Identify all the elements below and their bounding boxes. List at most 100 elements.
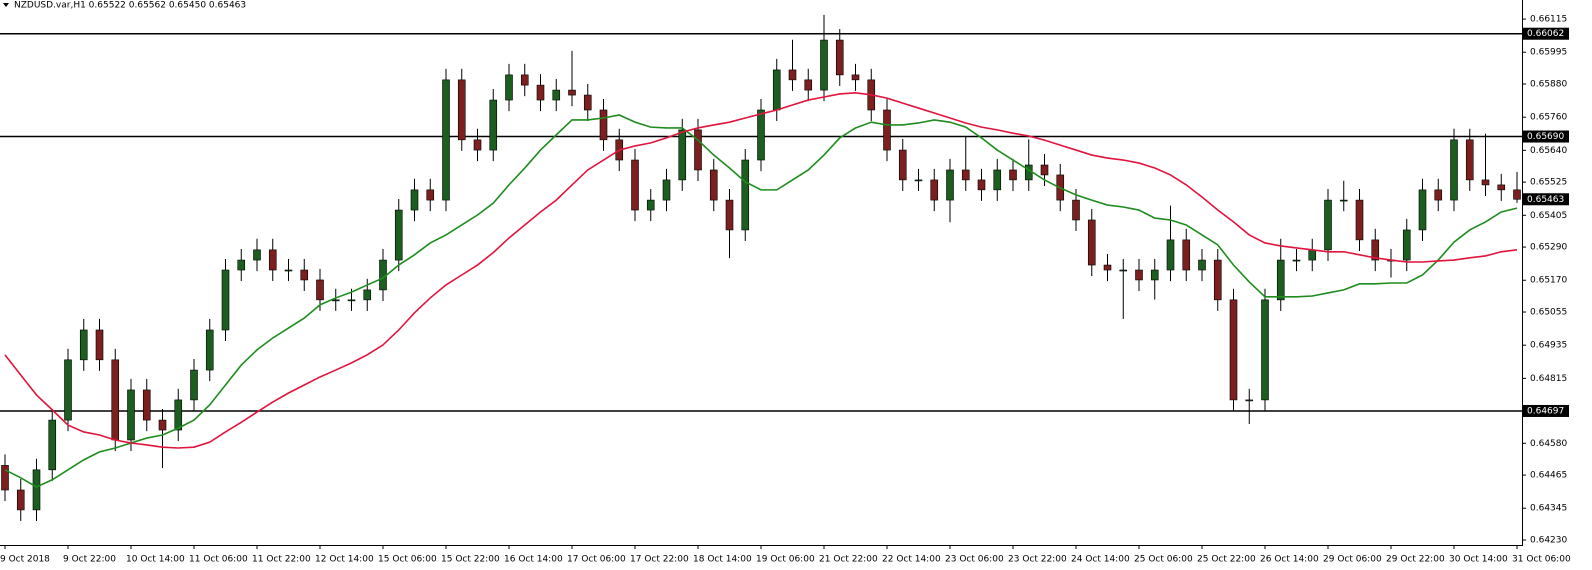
- x-tick-label: 23 Oct 22:00: [1008, 555, 1067, 565]
- candle-body: [174, 399, 183, 431]
- x-tick-label: 17 Oct 06:00: [567, 555, 626, 565]
- candle-body: [1261, 299, 1269, 401]
- candle-body: [1166, 239, 1175, 271]
- chart-title: NZDUSD.var,H1 0.65522 0.65562 0.65450 0.…: [14, 1, 246, 11]
- candle-body: [394, 209, 403, 261]
- candle-body: [646, 199, 655, 211]
- candle-body: [457, 79, 466, 141]
- x-tick-label: 22 Oct 14:00: [882, 555, 941, 565]
- x-tick-label: 19 Oct 06:00: [756, 555, 815, 565]
- candle-body: [410, 189, 419, 211]
- candle-body: [253, 249, 261, 261]
- x-tick-label: 15 Oct 06:00: [378, 555, 437, 565]
- x-tick-label: 29 Oct 22:00: [1386, 555, 1445, 565]
- y-tick-label: 0.65525: [1530, 178, 1567, 188]
- last-price-box: [1523, 193, 1569, 206]
- candle-body: [1497, 184, 1506, 191]
- candle-body: [284, 269, 293, 272]
- moving-average: [4, 114, 1518, 488]
- candle-body: [993, 169, 1002, 191]
- candle-body: [1103, 264, 1112, 271]
- x-tick-label: 26 Oct 14:00: [1260, 555, 1319, 565]
- candle-body: [883, 109, 891, 151]
- y-tick-label: 0.65170: [1530, 276, 1567, 286]
- candle-body: [820, 39, 828, 91]
- x-tick-label: 23 Oct 06:00: [945, 555, 1004, 565]
- symbol-arrow: [3, 3, 9, 7]
- y-tick-label: 0.64345: [1530, 504, 1567, 514]
- x-tick-label: 12 Oct 14:00: [315, 555, 374, 565]
- candle-body: [694, 129, 702, 171]
- x-tick-label: 9 Oct 2018: [0, 555, 50, 565]
- candle-body: [95, 329, 104, 361]
- level-label-box: [1523, 130, 1569, 143]
- y-tick-label: 0.65880: [1530, 80, 1567, 90]
- candle-body: [111, 359, 120, 441]
- candle-body: [599, 109, 608, 141]
- level-label: 0.64697: [1527, 406, 1564, 416]
- candle-body: [16, 489, 25, 511]
- candle-body: [1072, 199, 1080, 221]
- x-tick-label: 15 Oct 22:00: [441, 555, 500, 565]
- candle-body: [79, 329, 88, 361]
- candle-body: [552, 89, 561, 101]
- candle-body: [316, 279, 324, 301]
- y-tick-label: 0.65290: [1530, 243, 1567, 253]
- candle-body: [1292, 259, 1301, 262]
- x-tick-label: 21 Oct 22:00: [819, 555, 878, 565]
- candle-body: [946, 169, 954, 201]
- candle-body: [1402, 229, 1411, 261]
- candle-body: [347, 299, 356, 302]
- candle-body: [1324, 199, 1332, 251]
- candle-body: [1355, 199, 1364, 241]
- x-tick-label: 30 Oct 14:00: [1449, 555, 1508, 565]
- candle-body: [835, 39, 844, 76]
- candle-body: [914, 179, 923, 182]
- x-tick-label: 31 Oct 06:00: [1512, 555, 1571, 565]
- candle-body: [32, 469, 41, 511]
- candle-body: [268, 249, 277, 271]
- x-tick-label: 11 Oct 22:00: [252, 555, 311, 565]
- level-label-box: [1523, 404, 1569, 417]
- candle-body: [1513, 189, 1521, 200]
- level-label: 0.65690: [1527, 132, 1564, 142]
- candle-body: [1371, 239, 1380, 261]
- candle-body: [631, 159, 639, 211]
- candle-body: [1276, 259, 1285, 301]
- candle-body: [1465, 139, 1474, 181]
- candle-body: [1245, 399, 1254, 402]
- x-tick-label: 11 Oct 06:00: [189, 555, 248, 565]
- candle-body: [741, 159, 750, 231]
- candle-body: [300, 269, 309, 281]
- candle-body: [1339, 199, 1348, 202]
- candle-body: [930, 179, 939, 201]
- candle-body: [64, 359, 72, 421]
- candle-body: [788, 69, 797, 81]
- x-tick-label: 16 Oct 14:00: [504, 555, 563, 565]
- x-tick-label: 25 Oct 22:00: [1197, 555, 1256, 565]
- candle-body: [505, 74, 513, 101]
- candle-body: [1135, 269, 1143, 281]
- candle-body: [851, 74, 860, 81]
- candle-body: [1150, 269, 1159, 281]
- candle-body: [1418, 189, 1427, 231]
- candle-body: [205, 329, 214, 371]
- candle-body: [1, 465, 9, 491]
- moving-average: [4, 92, 1518, 449]
- candle-body: [520, 74, 529, 86]
- candle-body: [127, 389, 135, 441]
- candle-body: [977, 179, 986, 191]
- x-tick-label: 25 Oct 06:00: [1134, 555, 1193, 565]
- x-tick-label: 10 Oct 14:00: [126, 555, 185, 565]
- x-tick-label: 17 Oct 22:00: [630, 555, 689, 565]
- candle-body: [48, 419, 57, 471]
- candle-body: [221, 269, 230, 331]
- last-price-label: 0.65463: [1527, 195, 1564, 205]
- candle-body: [725, 199, 734, 231]
- candle-body: [709, 169, 718, 201]
- candle-body: [804, 79, 813, 91]
- candle-body: [158, 419, 167, 431]
- candle-body: [898, 149, 907, 181]
